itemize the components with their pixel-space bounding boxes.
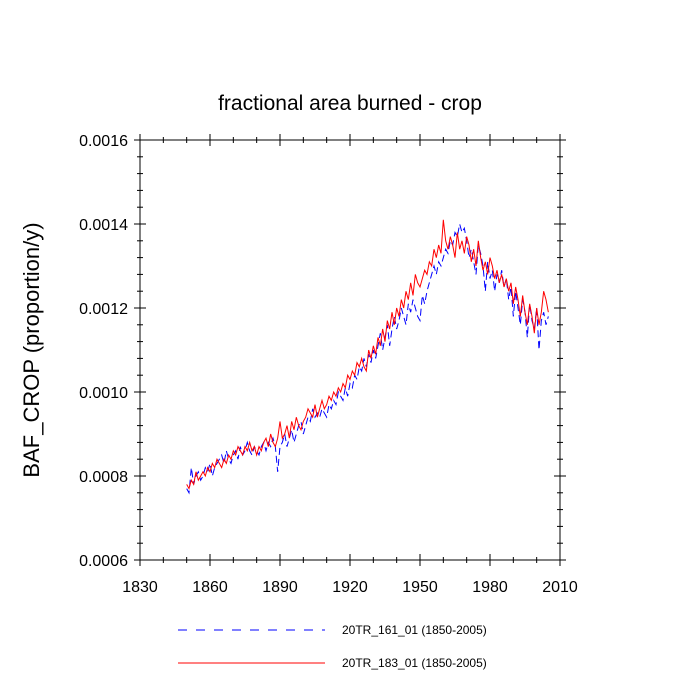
legend-label-1: 20TR_161_01 (1850-2005) (342, 623, 487, 637)
x-tick-label: 1890 (262, 579, 298, 596)
y-tick-label: 0.0006 (79, 553, 128, 570)
series-line-2 (186, 219, 549, 490)
plot-frame (139, 139, 561, 561)
x-tick-label: 1830 (122, 579, 158, 596)
legend: 20TR_161_01 (1850-2005) 20TR_183_01 (1850… (178, 623, 487, 670)
chart-title: fractional area burned - crop (218, 92, 482, 115)
series-layer (186, 219, 549, 495)
y-tick-label: 0.0014 (79, 217, 128, 234)
y-axis-label: BAF_CROP (proportion/y) (19, 222, 44, 477)
y-tick-label: 0.0010 (79, 385, 128, 402)
x-tick-label: 1950 (402, 579, 438, 596)
x-tick-label: 1860 (192, 579, 228, 596)
x-tick-label: 1980 (472, 579, 508, 596)
axis-ticks: 1830 1860 1890 1920 1950 1980 2010 0.0006 0.0008… (79, 133, 578, 596)
y-tick-label: 0.0008 (79, 469, 128, 486)
x-tick-label: 1920 (332, 579, 368, 596)
y-tick-label: 0.0012 (79, 301, 128, 318)
x-tick-label: 2010 (542, 579, 578, 596)
y-tick-label: 0.0016 (79, 133, 128, 150)
legend-label-2: 20TR_183_01 (1850-2005) (342, 656, 487, 670)
series-line-1 (186, 223, 549, 495)
